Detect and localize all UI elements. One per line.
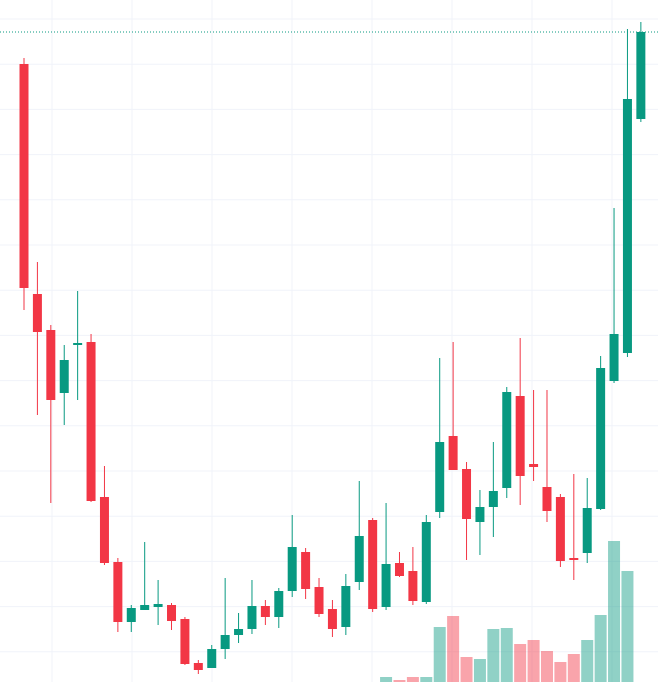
candle-body (448, 436, 458, 470)
volume-bar (406, 677, 419, 682)
volume-bar (527, 640, 540, 682)
volume-bar (487, 629, 500, 682)
candle-body (167, 605, 177, 621)
candle-body (555, 497, 565, 561)
candle-body (488, 491, 498, 507)
candle-body (462, 469, 472, 519)
candle-body (260, 606, 270, 617)
candle-body (287, 547, 297, 591)
volume-bar (460, 657, 473, 682)
candle-body (46, 330, 56, 400)
candle-body (126, 608, 136, 622)
volume-bar (554, 662, 567, 682)
candle-body (73, 343, 83, 345)
candle-body (247, 606, 257, 629)
candle-body (421, 522, 431, 602)
volume-bar (540, 651, 553, 682)
candle-body (354, 536, 364, 582)
candle-body (381, 564, 391, 607)
candle-body (193, 663, 203, 670)
candle-body (475, 507, 485, 522)
volume-bar (473, 659, 486, 682)
candle-body (515, 396, 525, 476)
volume-bar (433, 627, 446, 682)
candle-body (596, 368, 606, 509)
candle-body (180, 619, 190, 664)
volume-bar (420, 677, 433, 682)
candle-body (622, 99, 632, 353)
candle-body (314, 587, 324, 614)
candle-body (542, 487, 552, 511)
volume-bar (621, 571, 634, 682)
volume-bar (500, 628, 513, 682)
volume-bar (380, 677, 393, 682)
candle-body (394, 563, 404, 576)
volume-bar (514, 644, 527, 682)
volume-bar (594, 615, 607, 682)
candle-body (529, 464, 539, 467)
candle-body (140, 605, 150, 610)
candle-body (368, 520, 378, 609)
candle-body (435, 442, 445, 512)
candle-body (301, 552, 311, 589)
candle-body (502, 392, 512, 488)
candle-body (220, 635, 230, 649)
candle-body (569, 558, 579, 560)
volume-bar (608, 541, 621, 682)
candle-body (113, 562, 123, 622)
candle-body (274, 591, 284, 617)
candle-body (327, 609, 337, 629)
candle-body (341, 586, 351, 627)
volume-bar (581, 640, 594, 682)
candle-body (609, 334, 619, 381)
candle-body (207, 649, 217, 668)
volume-bar (447, 616, 460, 682)
candle-body (234, 629, 244, 635)
candle-body (636, 32, 646, 119)
volume-bar (567, 654, 580, 682)
candle-body (408, 571, 418, 601)
candle-body (86, 342, 96, 501)
candle-body (32, 294, 42, 332)
candle-body (99, 497, 109, 563)
candle-body (153, 604, 163, 607)
candle-body (59, 360, 69, 393)
candle-body (582, 508, 592, 553)
volume-bar (393, 680, 406, 682)
candle-body (19, 64, 29, 288)
